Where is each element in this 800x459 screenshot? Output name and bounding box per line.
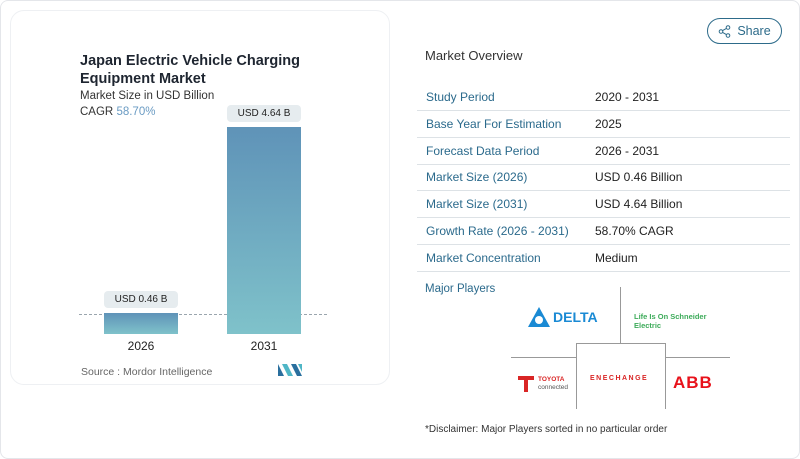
share-label: Share	[737, 24, 771, 38]
row-label: Market Size (2031)	[426, 197, 528, 212]
share-icon	[719, 24, 731, 38]
bar-2031	[227, 127, 301, 334]
cagr-value: 58.70%	[116, 106, 156, 118]
x-tick-label: 2031	[250, 339, 278, 353]
row-value: 58.70% CAGR	[595, 224, 674, 238]
mordor-logo-icon	[278, 364, 302, 376]
row-label: Forecast Data Period	[426, 143, 540, 158]
overview-row: Market Size (2031) USD 4.64 Billion	[417, 191, 790, 219]
player-logo-delta: DELTA	[528, 307, 598, 327]
overview-row: Market Size (2026) USD 0.46 Billion	[417, 164, 790, 192]
source: Source : Mordor Intelligence	[81, 366, 213, 378]
reference-line	[79, 314, 327, 315]
cagr-label: CAGR	[80, 106, 114, 118]
overview-row: Base Year For Estimation 2025	[417, 111, 790, 138]
data-label: USD 4.64 B	[227, 105, 301, 122]
row-label: Study Period	[426, 90, 495, 104]
row-value: 2025	[595, 116, 622, 131]
overview-row: Forecast Data Period 2026 - 2031	[417, 138, 790, 165]
delta-triangle-icon	[528, 307, 550, 327]
chart-card	[10, 10, 390, 385]
cagr: CAGR 58.70%	[80, 106, 155, 118]
chart-subtitle: Market Size in USD Billion	[80, 90, 215, 102]
chart-title: Japan Electric Vehicle Charging Equipmen…	[80, 53, 300, 87]
toyota-connected-icon	[518, 376, 534, 392]
overview-row: Study Period 2020 - 2031	[417, 84, 790, 111]
row-label: Base Year For Estimation	[426, 116, 562, 131]
data-label: USD 0.46 B	[104, 291, 178, 309]
row-value: USD 0.46 Billion	[595, 170, 683, 185]
overview-row: Growth Rate (2026 - 2031) 58.70% CAGR	[417, 218, 790, 245]
row-value: Medium	[595, 250, 638, 265]
disclaimer: *Disclaimer: Major Players sorted in no …	[425, 424, 668, 435]
major-players-title: Major Players	[425, 283, 496, 295]
row-value: USD 4.64 Billion	[595, 197, 683, 212]
player-logo-enechange: ENECHANGE	[590, 375, 649, 382]
row-value: 2020 - 2031	[595, 90, 660, 104]
player-logo-schneider: Life Is On Schneider Electric	[634, 312, 707, 330]
player-logo-toyota: TOYOTA connected	[518, 376, 568, 392]
x-tick-label: 2026	[127, 339, 155, 353]
row-label: Market Size (2026)	[426, 170, 528, 185]
player-logo-abb: ABB	[673, 373, 713, 392]
row-label: Growth Rate (2026 - 2031)	[426, 224, 569, 238]
share-button[interactable]: Share	[707, 18, 782, 44]
overview-row: Market Concentration Medium	[417, 245, 790, 272]
row-value: 2026 - 2031	[595, 143, 660, 158]
overview-title: Market Overview	[425, 48, 523, 63]
bar-2026	[104, 313, 178, 334]
row-label: Market Concentration	[426, 250, 541, 265]
